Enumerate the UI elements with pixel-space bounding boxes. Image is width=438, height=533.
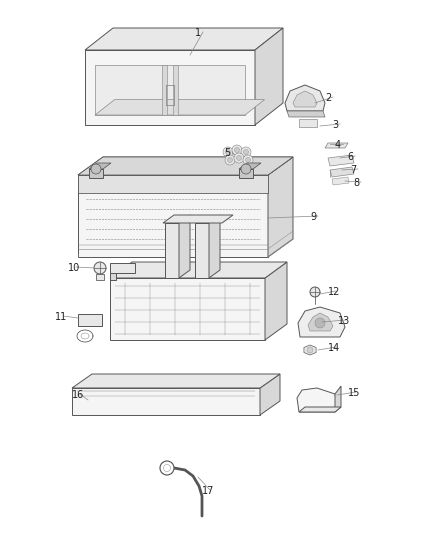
Circle shape <box>237 156 241 160</box>
Polygon shape <box>110 278 265 340</box>
Polygon shape <box>255 28 283 125</box>
Polygon shape <box>285 85 325 111</box>
Polygon shape <box>78 314 102 326</box>
Text: 6: 6 <box>347 152 353 162</box>
Circle shape <box>244 149 248 155</box>
Polygon shape <box>293 91 317 107</box>
Polygon shape <box>239 169 253 178</box>
Polygon shape <box>265 262 287 340</box>
Text: 13: 13 <box>338 316 350 326</box>
Polygon shape <box>260 374 280 415</box>
Text: 8: 8 <box>353 178 359 188</box>
Polygon shape <box>330 167 354 177</box>
Circle shape <box>227 157 233 163</box>
Text: 9: 9 <box>310 212 316 222</box>
Circle shape <box>91 164 101 174</box>
Circle shape <box>234 148 240 152</box>
Circle shape <box>315 318 325 328</box>
Polygon shape <box>287 111 325 117</box>
Text: 15: 15 <box>348 388 360 398</box>
Polygon shape <box>209 215 220 278</box>
Polygon shape <box>308 313 333 331</box>
Text: 4: 4 <box>335 140 341 150</box>
Polygon shape <box>298 307 345 337</box>
Text: 14: 14 <box>328 343 340 353</box>
Polygon shape <box>95 100 265 115</box>
Polygon shape <box>95 65 245 115</box>
Polygon shape <box>332 177 349 185</box>
Polygon shape <box>162 65 167 115</box>
Polygon shape <box>89 169 103 178</box>
Circle shape <box>160 461 174 475</box>
Polygon shape <box>78 175 268 257</box>
Polygon shape <box>96 274 104 280</box>
Polygon shape <box>195 223 209 278</box>
Circle shape <box>226 149 230 155</box>
Polygon shape <box>89 163 111 169</box>
Text: 1: 1 <box>195 28 201 38</box>
Polygon shape <box>110 262 287 278</box>
Circle shape <box>94 262 106 274</box>
Text: 5: 5 <box>224 148 230 158</box>
Polygon shape <box>268 157 293 257</box>
Polygon shape <box>163 215 233 223</box>
Text: 3: 3 <box>332 120 338 130</box>
Polygon shape <box>165 223 179 278</box>
Circle shape <box>246 157 251 163</box>
Text: 7: 7 <box>350 165 356 175</box>
Circle shape <box>232 145 242 155</box>
Polygon shape <box>72 388 260 415</box>
Polygon shape <box>78 157 293 175</box>
Text: 12: 12 <box>328 287 340 297</box>
Text: 17: 17 <box>202 486 214 496</box>
Circle shape <box>243 155 253 165</box>
Text: 11: 11 <box>55 312 67 322</box>
FancyBboxPatch shape <box>299 119 317 127</box>
Polygon shape <box>110 273 116 280</box>
Circle shape <box>241 164 251 174</box>
Polygon shape <box>328 155 354 166</box>
Polygon shape <box>179 215 190 278</box>
Circle shape <box>310 287 320 297</box>
Polygon shape <box>78 175 268 193</box>
Circle shape <box>225 155 235 165</box>
Polygon shape <box>110 263 135 273</box>
Polygon shape <box>239 163 261 169</box>
Circle shape <box>307 347 313 353</box>
Polygon shape <box>173 65 178 115</box>
Polygon shape <box>297 388 337 412</box>
Polygon shape <box>85 50 255 125</box>
Text: 16: 16 <box>72 390 84 400</box>
Circle shape <box>163 464 170 472</box>
Polygon shape <box>304 345 316 355</box>
Polygon shape <box>325 143 348 148</box>
Polygon shape <box>299 407 341 412</box>
Circle shape <box>234 153 244 163</box>
Text: 2: 2 <box>325 93 331 103</box>
Polygon shape <box>85 28 283 50</box>
Polygon shape <box>78 157 293 175</box>
Circle shape <box>241 147 251 157</box>
Text: 10: 10 <box>68 263 80 273</box>
Polygon shape <box>335 386 341 412</box>
Polygon shape <box>72 374 280 388</box>
Circle shape <box>223 147 233 157</box>
